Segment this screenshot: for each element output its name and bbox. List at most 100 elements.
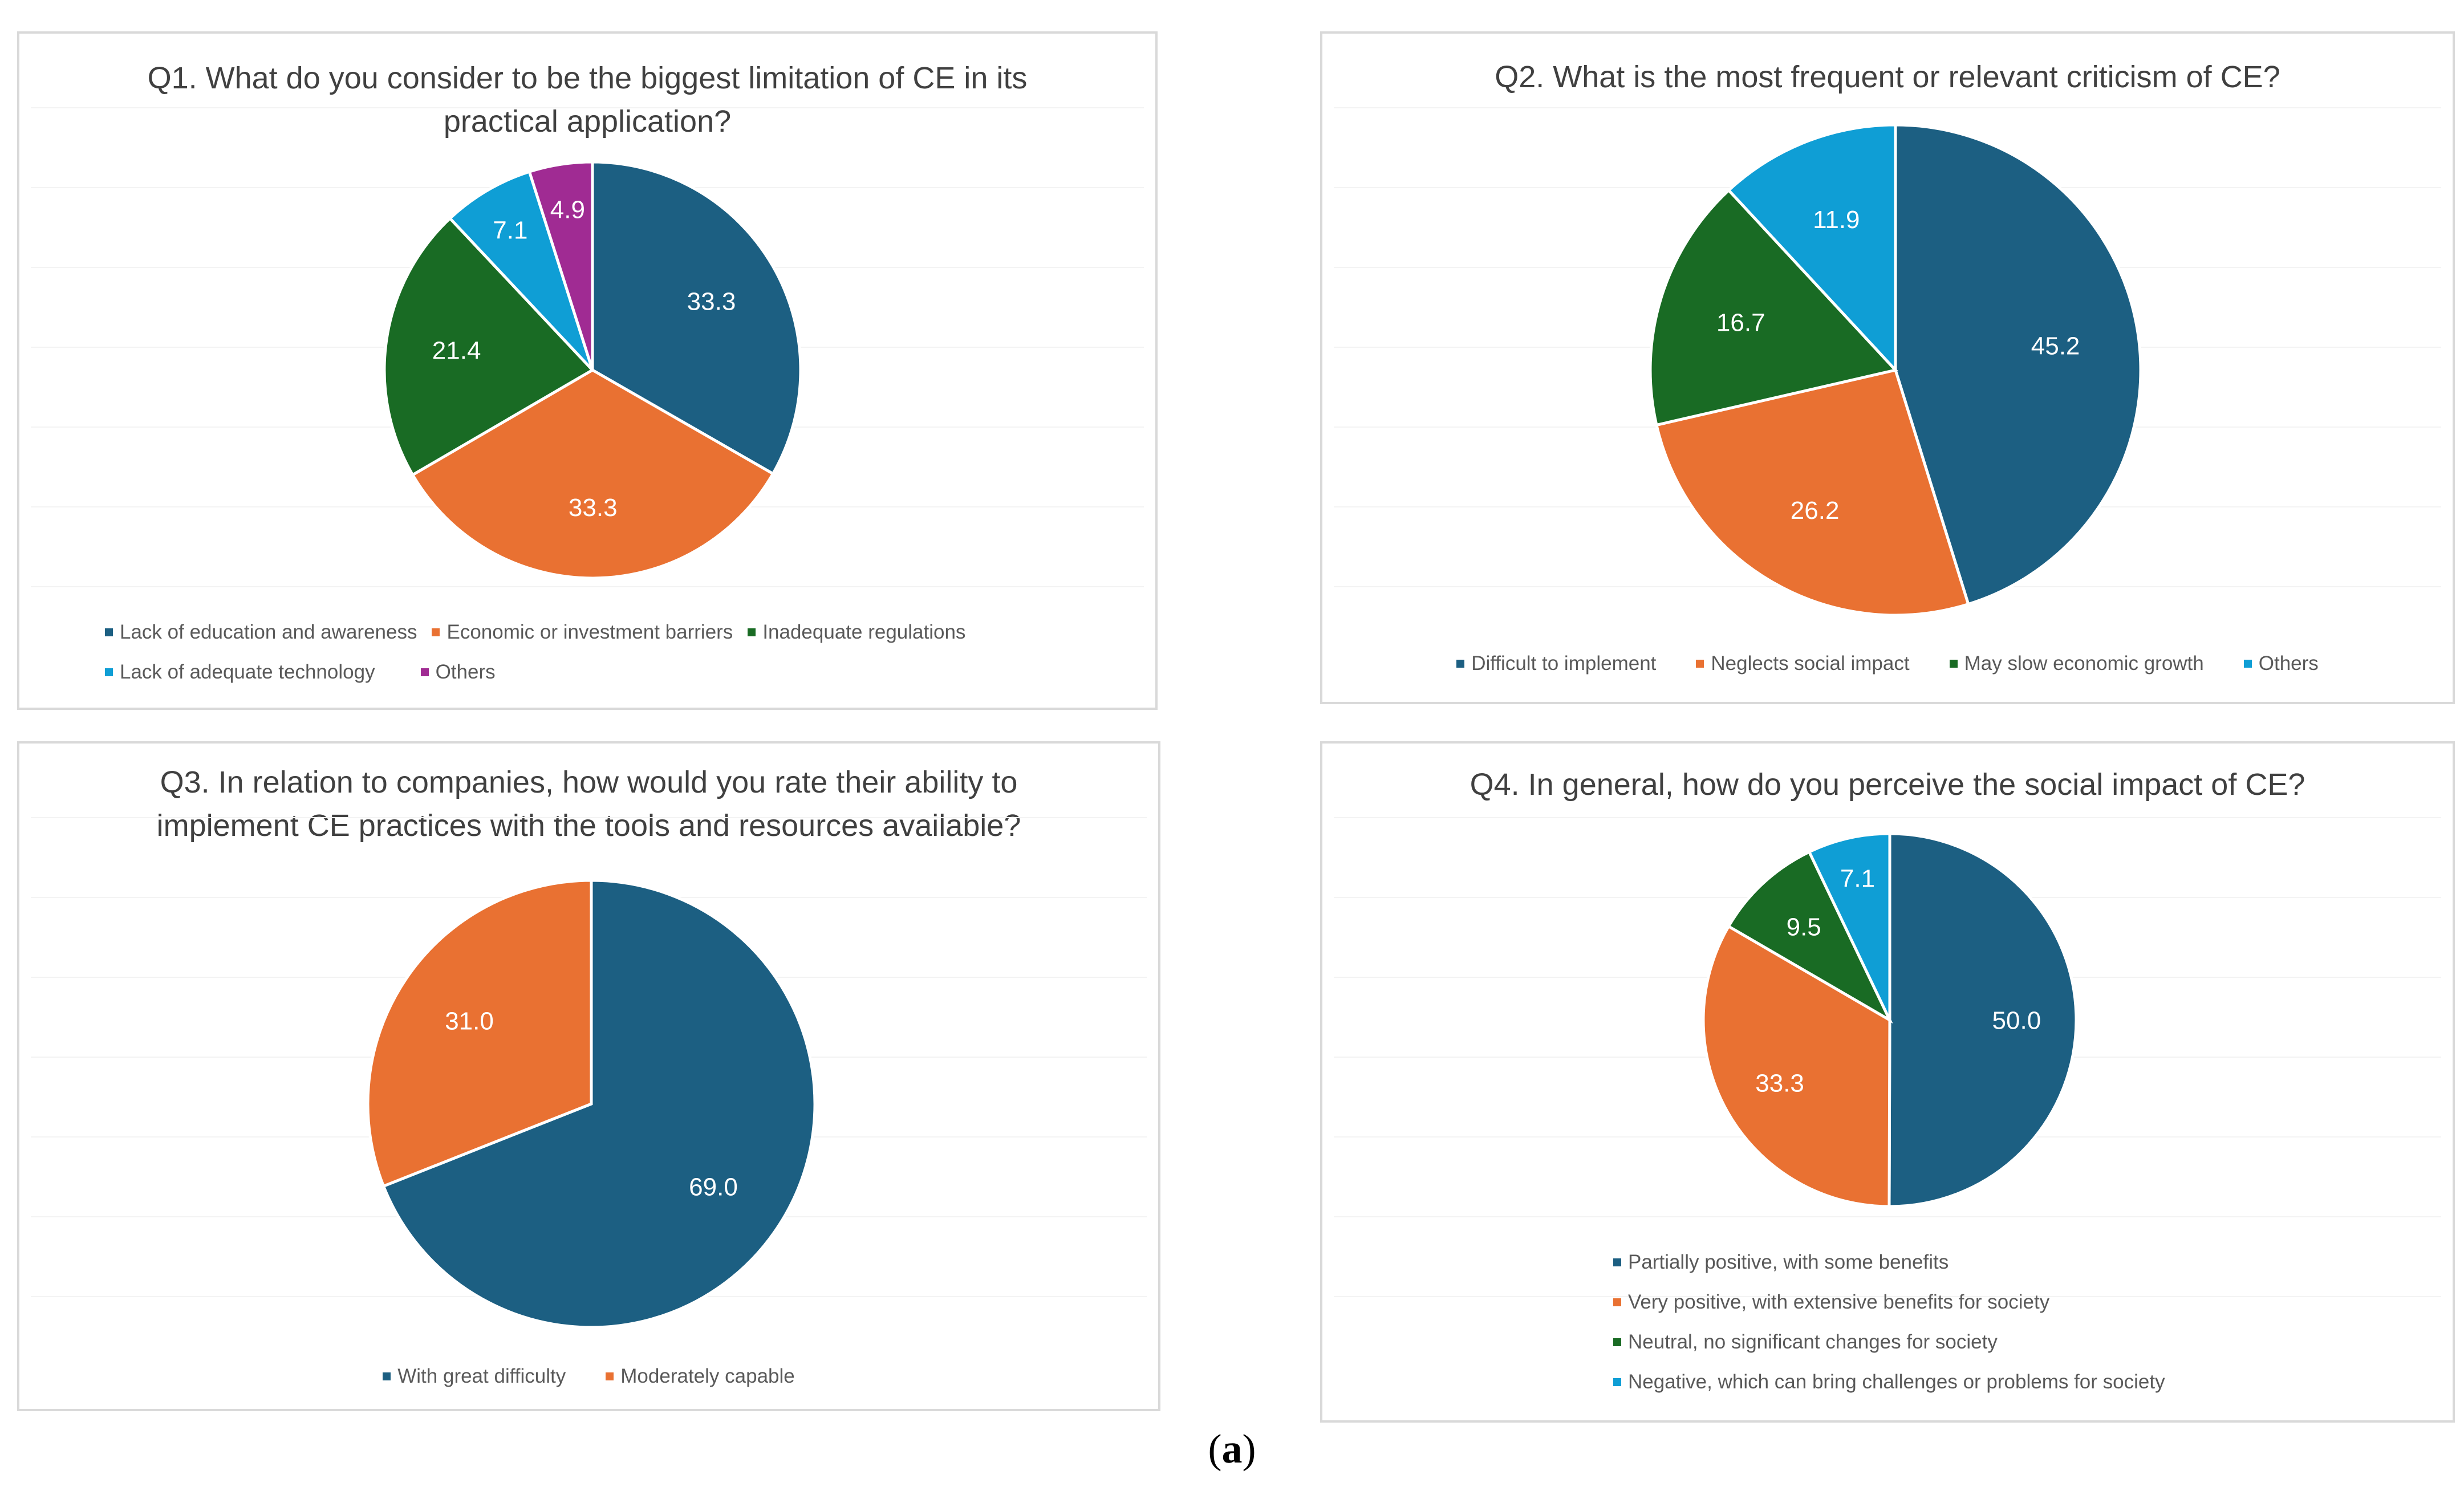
pie-slice [448,170,594,371]
legend-label: Economic or investment barriers [446,621,733,643]
legend-item: Inadequate regulations [748,621,965,644]
pie-slice [1727,123,1897,374]
data-label: 33.3 [1755,1070,1804,1098]
legend-swatch [383,1372,391,1380]
caption-close: ) [1242,1426,1256,1472]
legend-label: Difficult to implement [1471,652,1657,675]
data-label: 7.1 [493,216,527,244]
legend-item: Lack of education and awareness [105,621,417,644]
data-label: 21.4 [432,336,481,364]
data-label: 50.0 [1992,1006,2041,1034]
legend-label: Inadequate regulations [762,621,966,643]
chart-title-line: Q3. In relation to companies, how would … [160,765,1018,799]
legend-label: Neutral, no significant changes for soci… [1628,1331,1998,1353]
data-label: 9.5 [1787,913,1821,941]
data-label: 45.2 [2031,332,2080,360]
data-label: 69.0 [689,1173,738,1201]
chart-legend-q3: With great difficulty Moderately capable [19,1365,1158,1388]
legend-item: Partially positive, with some benefits [1613,1251,1949,1274]
pie-slice [1654,368,1970,617]
chart-title-q1: Q1. What do you consider to be the bigge… [19,56,1155,143]
legend-swatch [105,628,113,636]
legend-label: Negative, which can bring challenges or … [1628,1371,2165,1393]
legend-label: Others [2258,652,2319,675]
legend-label: May slow economic growth [1964,652,2204,675]
legend-item: May slow economic growth [1949,652,2204,675]
pie-slice [366,879,593,1188]
legend-item: Neutral, no significant changes for soci… [1613,1331,1998,1354]
chart-panel-q4: Q4. In general, how do you perceive the … [1320,741,2455,1423]
legend-label: Very positive, with extensive benefits f… [1628,1291,2050,1313]
pie-chart-q2: 45.2 26.2 16.7 11.9 [1334,107,2441,617]
chart-title-line: implement CE practices with the tools an… [156,809,1021,843]
legend-label: Neglects social impact [1711,652,1910,675]
pie-slice [1702,924,1891,1208]
data-label: 26.2 [1791,497,1840,525]
pie-slice [411,368,775,580]
pie-slice [1726,850,1893,1024]
legend-swatch [105,668,113,676]
chart-title-q2: Q2. What is the most frequent or relevan… [1322,55,2453,99]
chart-panel-q3: Q3. In relation to companies, how would … [17,741,1160,1411]
pie-slice [1649,188,1898,427]
legend-swatch [1456,660,1465,668]
legend-item: Difficult to implement [1456,652,1656,675]
legend-item: Economic or investment barriers [432,621,733,644]
chart-legend-q2: Difficult to implement Neglects social i… [1322,652,2453,675]
data-label: 7.1 [1840,864,1875,892]
legend-item: Lack of adequate technology Others [105,661,1070,684]
data-label: 33.3 [569,494,618,522]
pie-slice [383,216,595,477]
pie-chart-q3: 69.0 31.0 [31,817,1147,1329]
chart-title-line: Q2. What is the most frequent or relevan… [1495,60,2280,94]
legend-swatch [2243,660,2252,668]
legend-swatch [1613,1378,1621,1386]
legend-swatch [748,628,756,636]
legend-swatch [1696,660,1704,668]
data-label: 16.7 [1716,309,1765,337]
legend-swatch [420,668,429,676]
legend-item: Others [2243,652,2319,675]
legend-label: Moderately capable [620,1365,795,1387]
legend-swatch [1613,1258,1621,1266]
pie-slice [527,160,594,371]
legend-swatch [1949,660,1958,668]
data-label: 31.0 [445,1008,494,1035]
legend-swatch [432,628,440,636]
chart-title-q4: Q4. In general, how do you perceive the … [1322,763,2453,806]
data-label: 33.3 [687,287,736,315]
pie-slice [1894,123,2142,606]
legend-item: Negative, which can bring challenges or … [1613,1371,2165,1394]
chart-title-q3: Q3. In relation to companies, how would … [19,761,1158,847]
legend-item: Neglects social impact [1696,652,1910,675]
legend-item: Very positive, with extensive benefits f… [1613,1291,2049,1314]
caption-letter: a [1221,1426,1243,1472]
chart-panel-q1: Q1. What do you consider to be the bigge… [17,31,1158,710]
legend-label: Others [435,661,496,683]
legend-label: With great difficulty [397,1365,566,1387]
figure-caption: (a) [0,1425,2464,1473]
legend-label: Partially positive, with some benefits [1628,1251,1949,1273]
legend-item: With great difficulty [383,1365,566,1388]
legend-label: Lack of education and awareness [120,621,417,643]
data-label: 4.9 [550,196,585,224]
pie-chart-q4: 50.0 33.3 9.5 7.1 [1334,817,2441,1297]
chart-panel-q2: Q2. What is the most frequent or relevan… [1320,31,2455,704]
caption-open: ( [1208,1426,1222,1472]
legend-swatch [606,1372,614,1380]
chart-title-line: Q4. In general, how do you perceive the … [1470,767,2305,802]
pie-chart-q1: 33.3 33.3 21.4 7.1 4.9 [31,107,1144,587]
pie-slice [1887,832,2078,1208]
chart-title-line: practical application? [443,104,732,139]
pie-slice [1807,832,1891,1021]
chart-legend-q1: Lack of education and awareness Economic… [105,621,1070,684]
legend-swatch [1613,1298,1621,1306]
pie-slice [381,879,817,1329]
chart-legend-q4: Partially positive, with some benefits V… [1613,1251,2453,1394]
legend-label: Lack of adequate technology [120,661,375,683]
data-label: 11.9 [1813,206,1860,234]
chart-title-line: Q1. What do you consider to be the bigge… [147,61,1028,95]
pie-slice [591,160,802,476]
legend-item: Moderately capable [606,1365,795,1388]
legend-swatch [1613,1338,1621,1346]
